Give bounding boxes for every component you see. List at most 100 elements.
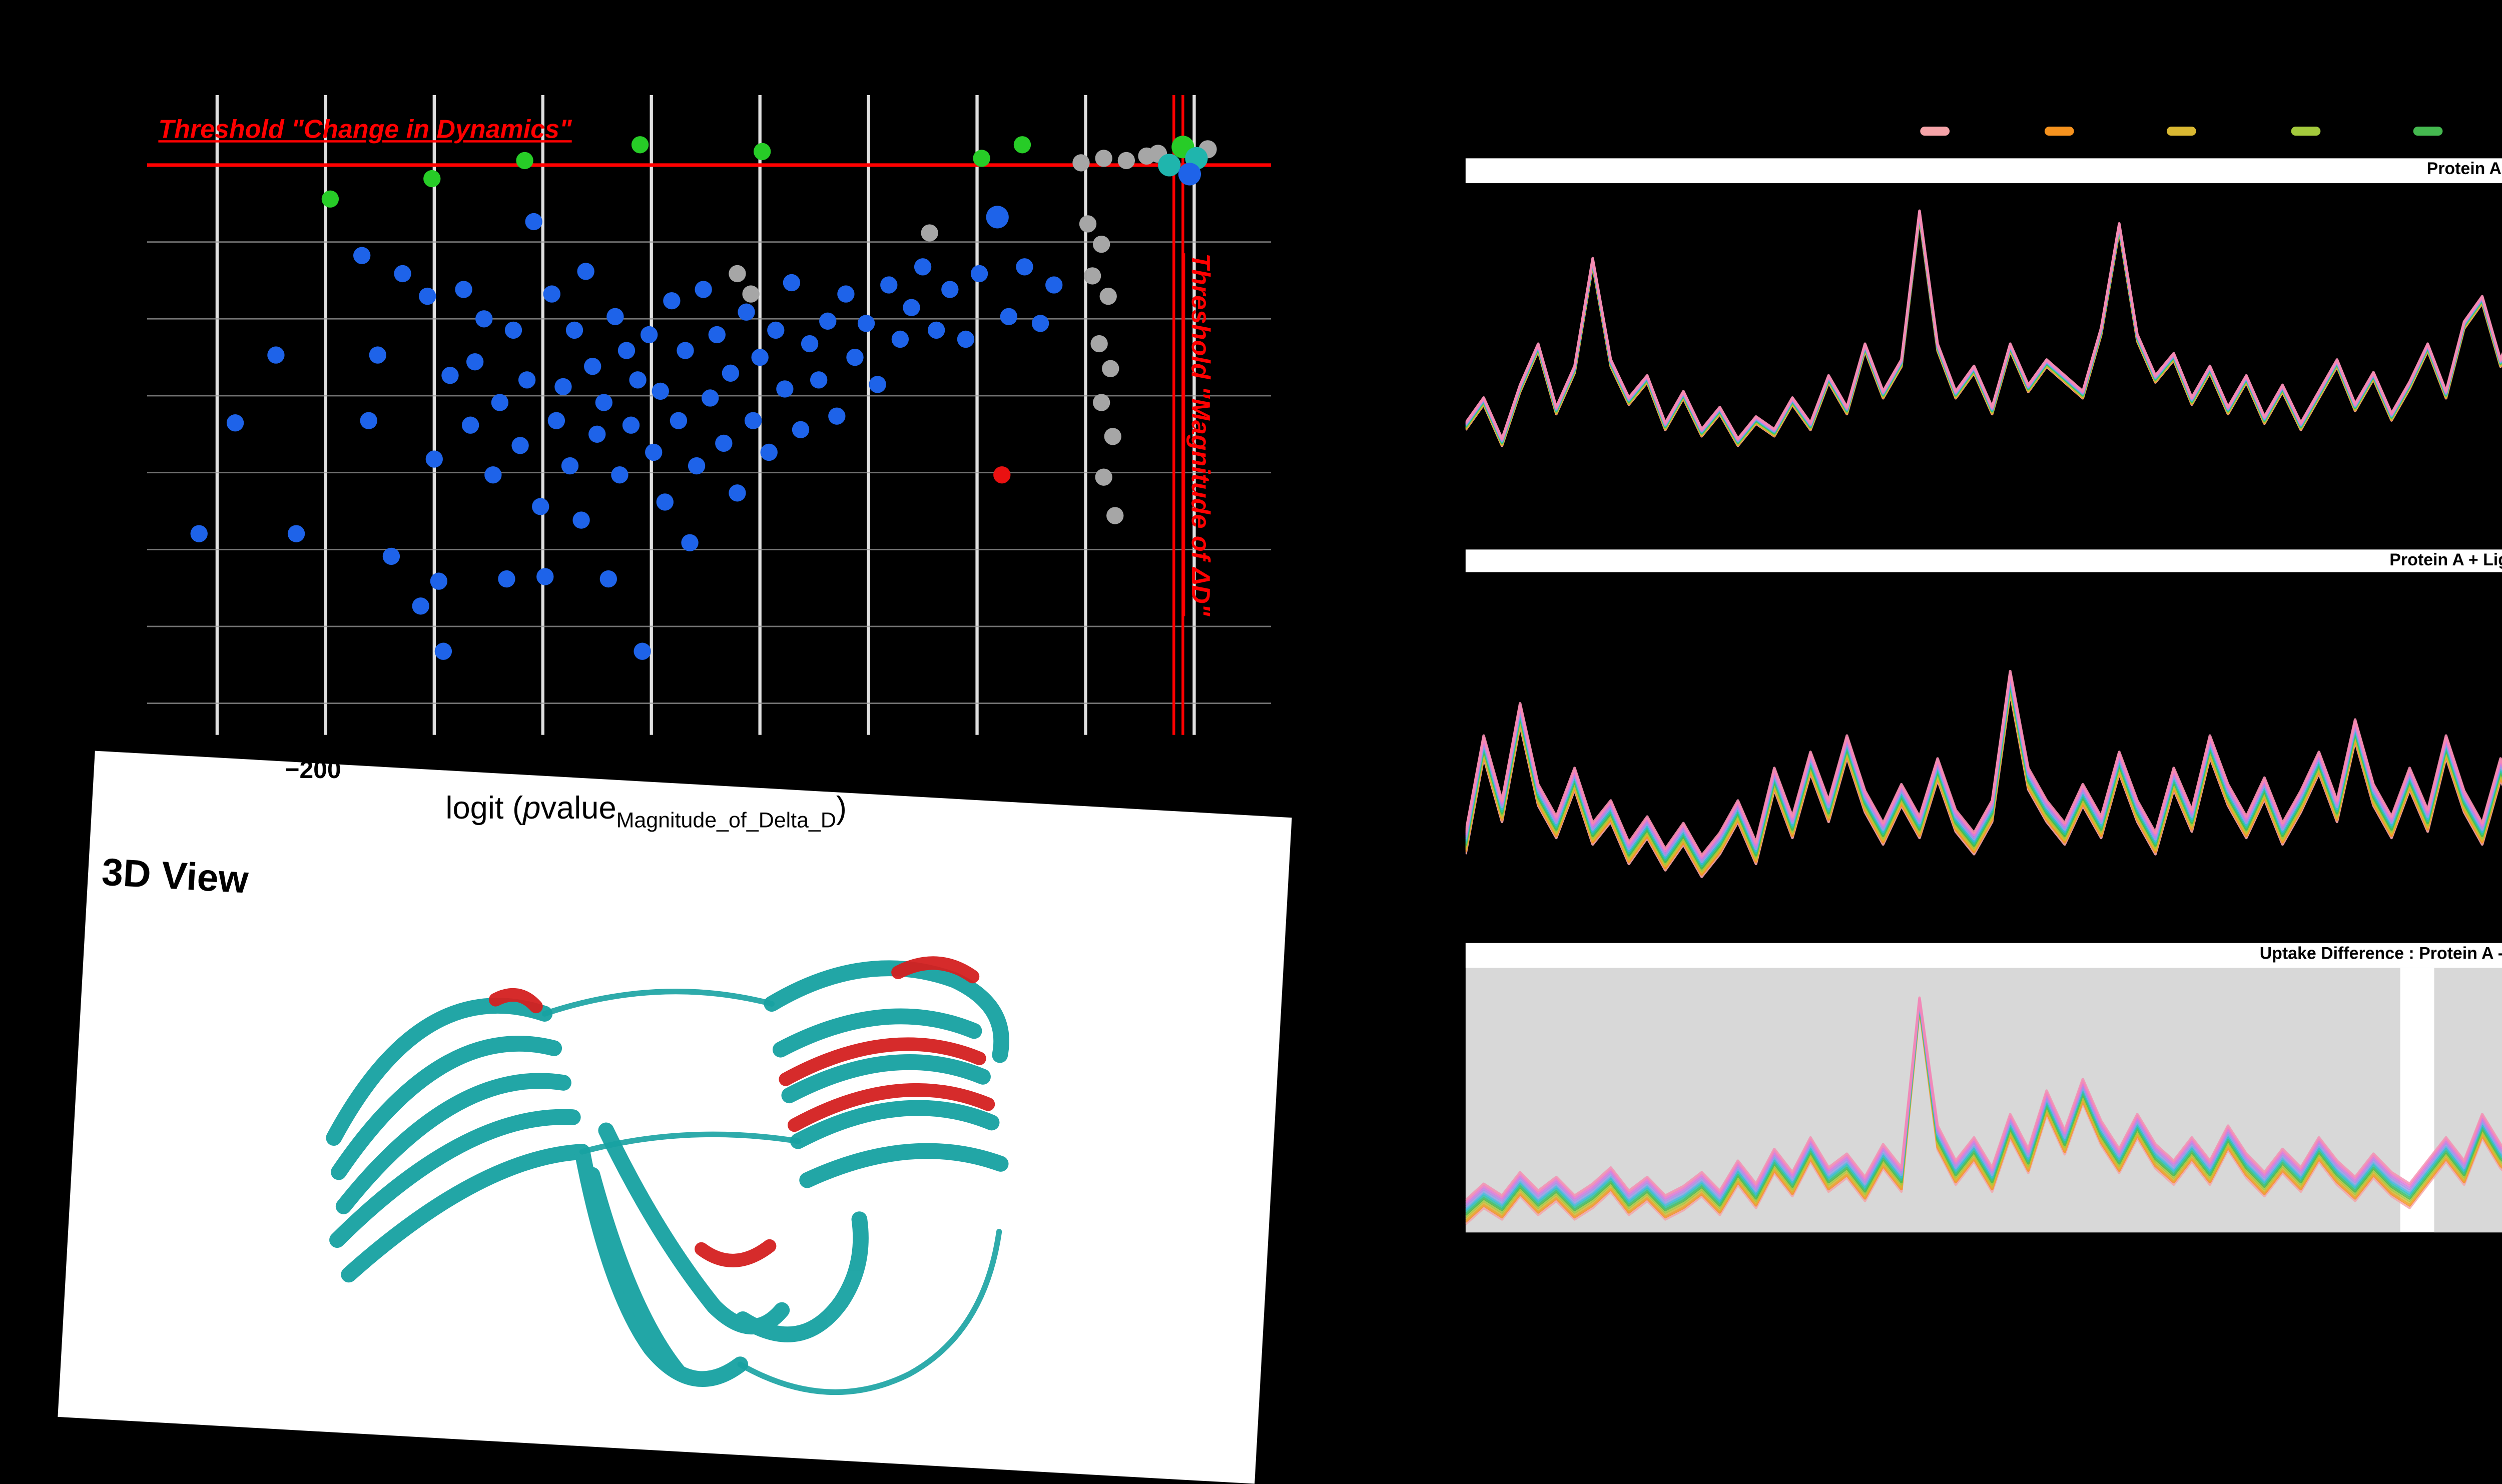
scatter-point[interactable] xyxy=(1083,267,1101,285)
scatter-point[interactable] xyxy=(1178,163,1201,186)
scatter-point[interactable] xyxy=(595,394,612,411)
uptake-chart-protein-a-ligand[interactable] xyxy=(1465,572,2502,928)
uptake-line[interactable] xyxy=(1465,606,2502,857)
scatter-point[interactable] xyxy=(722,364,740,382)
scatter-point[interactable] xyxy=(561,457,579,475)
uptake-line[interactable] xyxy=(1465,215,2502,526)
scatter-point[interactable] xyxy=(1095,150,1112,167)
scatter-point[interactable] xyxy=(846,348,864,366)
scatter-point[interactable] xyxy=(1095,468,1112,486)
scatter-point[interactable] xyxy=(430,572,448,590)
scatter-point[interactable] xyxy=(455,281,472,298)
scatter-point[interactable] xyxy=(425,450,443,468)
scatter-point[interactable] xyxy=(751,348,769,366)
legend-swatch[interactable] xyxy=(2414,127,2444,135)
uptake-line[interactable] xyxy=(1465,210,2502,453)
scatter-point[interactable] xyxy=(267,346,285,364)
scatter-point[interactable] xyxy=(353,247,371,264)
scatter-point[interactable] xyxy=(776,380,794,398)
scatter-point[interactable] xyxy=(767,321,785,339)
scatter-point[interactable] xyxy=(434,642,452,660)
scatter-point[interactable] xyxy=(677,342,694,359)
scatter-point[interactable] xyxy=(287,525,305,542)
scatter-point[interactable] xyxy=(461,416,479,434)
scatter-point[interactable] xyxy=(423,170,441,188)
scatter-point[interactable] xyxy=(1102,360,1119,377)
3d-view-panel[interactable]: 3D View xyxy=(58,751,1292,1484)
scatter-point[interactable] xyxy=(484,466,502,484)
scatter-point[interactable] xyxy=(532,498,549,515)
scatter-point[interactable] xyxy=(1016,258,1033,276)
scatter-point[interactable] xyxy=(957,330,975,348)
scatter-point[interactable] xyxy=(441,367,459,384)
scatter-point[interactable] xyxy=(891,330,909,348)
scatter-point[interactable] xyxy=(629,371,647,389)
uptake-line[interactable] xyxy=(1465,210,2502,444)
scatter-point[interactable] xyxy=(190,525,208,542)
scatter-point[interactable] xyxy=(903,299,920,316)
uptake-line[interactable] xyxy=(1465,212,2502,474)
scatter-point[interactable] xyxy=(973,150,990,167)
scatter-point[interactable] xyxy=(475,310,493,328)
scatter-point[interactable] xyxy=(622,416,640,434)
scatter-point[interactable] xyxy=(554,378,572,396)
scatter-point[interactable] xyxy=(941,281,959,298)
scatter-point[interactable] xyxy=(986,206,1009,229)
scatter-point[interactable] xyxy=(1031,315,1049,332)
scatter-point[interactable] xyxy=(1000,308,1018,325)
scatter-point[interactable] xyxy=(606,308,624,325)
selected-region[interactable] xyxy=(2434,968,2502,1233)
scatter-point[interactable] xyxy=(577,263,594,280)
scatter-point[interactable] xyxy=(702,389,719,407)
scatter-point[interactable] xyxy=(599,570,617,588)
uptake-line[interactable] xyxy=(1465,208,2502,439)
scatter-point[interactable] xyxy=(641,326,658,344)
scatter-point[interactable] xyxy=(584,358,601,375)
scatter-point[interactable] xyxy=(382,547,400,565)
scatter-point[interactable] xyxy=(837,285,855,303)
uptake-line[interactable] xyxy=(1465,214,2502,505)
scatter-point[interactable] xyxy=(504,321,522,339)
scatter-point[interactable] xyxy=(928,321,945,339)
scatter-point[interactable] xyxy=(1092,394,1110,411)
scatter-point[interactable] xyxy=(536,568,554,585)
scatter-point[interactable] xyxy=(1104,428,1121,445)
uptake-chart-protein-a[interactable] xyxy=(1465,182,2502,530)
scatter-point[interactable] xyxy=(760,443,778,461)
scatter-point[interactable] xyxy=(663,292,681,310)
scatter-point[interactable] xyxy=(688,457,706,475)
scatter-point[interactable] xyxy=(491,394,509,411)
uptake-difference-chart[interactable] xyxy=(1465,968,2502,1233)
scatter-point[interactable] xyxy=(708,326,726,344)
scatter-point[interactable] xyxy=(611,466,629,484)
scatter-point[interactable] xyxy=(1013,136,1031,154)
scatter-point[interactable] xyxy=(810,371,828,389)
scatter-point[interactable] xyxy=(857,315,875,332)
scatter-point[interactable] xyxy=(516,152,533,170)
scatter-point[interactable] xyxy=(394,265,411,283)
scatter-point[interactable] xyxy=(1117,152,1135,170)
scatter-point[interactable] xyxy=(801,335,819,353)
scatter-point[interactable] xyxy=(634,642,651,660)
scatter-point[interactable] xyxy=(1099,287,1117,305)
scatter-point[interactable] xyxy=(880,276,898,294)
scatter-point[interactable] xyxy=(1072,154,1090,172)
scatter-point[interactable] xyxy=(695,281,712,298)
scatter-point[interactable] xyxy=(321,190,339,208)
legend-swatch[interactable] xyxy=(2290,127,2320,135)
scatter-point[interactable] xyxy=(511,437,529,454)
scatter-point[interactable] xyxy=(993,466,1011,484)
scatter-point[interactable] xyxy=(543,285,561,303)
scatter-point[interactable] xyxy=(369,346,386,364)
scatter-point[interactable] xyxy=(631,136,649,154)
scatter-point[interactable] xyxy=(652,382,669,400)
scatter-point[interactable] xyxy=(1079,215,1097,233)
scatter-point[interactable] xyxy=(742,285,760,303)
scatter-point[interactable] xyxy=(1045,276,1063,294)
uptake-line[interactable] xyxy=(1465,211,2502,463)
uptake-line[interactable] xyxy=(1465,212,2502,484)
scatter-point[interactable] xyxy=(617,342,636,359)
scatter-point[interactable] xyxy=(547,412,565,429)
scatter-point[interactable] xyxy=(525,213,542,231)
scatter-point[interactable] xyxy=(869,376,886,393)
